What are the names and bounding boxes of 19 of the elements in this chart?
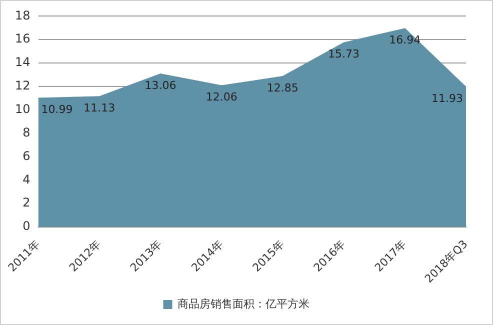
- data-label: 11.13: [84, 102, 116, 115]
- y-tick-label: 14: [14, 55, 30, 70]
- data-label: 15.73: [328, 48, 360, 61]
- y-tick-label: 8: [22, 125, 30, 140]
- data-label: 13.06: [144, 78, 176, 92]
- y-tick-label: 6: [22, 148, 30, 163]
- data-label: 12.06: [206, 90, 238, 104]
- y-tick-label: 0: [22, 219, 30, 234]
- y-tick-label: 2: [22, 196, 30, 210]
- y-tick-label: 10: [14, 102, 30, 116]
- legend-label: 商品房销售面积：亿平方米: [177, 297, 310, 310]
- y-tick-label: 12: [14, 78, 30, 93]
- data-label: 16.94: [389, 33, 421, 46]
- y-tick-label: 16: [14, 32, 30, 46]
- y-tick-label: 4: [22, 172, 30, 186]
- y-tick-label: 18: [14, 8, 30, 22]
- data-label: 10.99: [41, 103, 73, 116]
- data-label: 11.93: [432, 92, 463, 106]
- data-label: 12.85: [266, 81, 298, 94]
